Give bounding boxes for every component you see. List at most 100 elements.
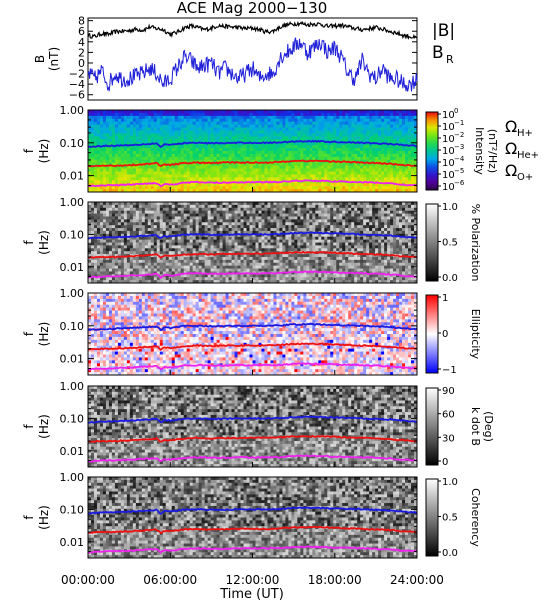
heat-cell xyxy=(144,177,149,181)
heat-cell xyxy=(123,271,128,275)
heat-cell xyxy=(243,210,247,214)
heat-cell xyxy=(396,189,400,192)
heat-cell xyxy=(375,186,379,190)
heat-cell xyxy=(165,177,170,181)
heat-cell xyxy=(138,115,143,120)
heat-cell xyxy=(231,162,235,167)
heat-cell xyxy=(126,186,131,190)
heat-cell xyxy=(396,112,400,117)
heat-cell xyxy=(360,148,364,152)
heat-cell xyxy=(126,202,131,206)
heat-cell xyxy=(396,159,400,164)
heat-cell xyxy=(153,259,158,264)
heat-cell xyxy=(135,277,140,281)
heat-cell xyxy=(333,145,337,149)
heat-cell xyxy=(150,268,155,272)
heat-cell xyxy=(129,228,134,232)
heat-cell xyxy=(327,121,331,126)
heat-cell xyxy=(135,280,140,283)
heat-cell xyxy=(180,245,185,249)
heat-cell xyxy=(228,118,232,123)
heat-cell xyxy=(207,259,212,264)
heat-cell xyxy=(261,174,265,178)
heat-cell xyxy=(150,210,155,214)
heat-cell xyxy=(270,148,274,152)
heat-cell xyxy=(147,136,152,140)
heat-cell xyxy=(351,162,355,167)
heat-cell xyxy=(252,177,256,181)
heat-cell xyxy=(285,110,289,114)
heat-cell xyxy=(138,256,143,261)
heat-cell xyxy=(339,110,343,114)
heat-cell xyxy=(255,245,259,249)
heat-cell xyxy=(192,186,197,190)
heat-cell xyxy=(342,127,346,131)
heat-cell xyxy=(111,236,116,240)
heat-cell xyxy=(390,177,394,181)
heat-cell xyxy=(273,127,277,131)
heat-cell xyxy=(204,236,209,240)
heat-cell xyxy=(414,153,417,158)
heat-cell xyxy=(303,133,307,137)
heat-cell xyxy=(189,222,194,226)
heat-cell xyxy=(165,236,170,240)
heat-cell xyxy=(102,118,107,123)
heat-cell xyxy=(228,121,232,126)
heat-cell xyxy=(183,171,188,175)
heat-cell xyxy=(405,124,409,128)
heat-cell xyxy=(219,245,223,249)
heat-cell xyxy=(339,168,343,172)
heat-cell xyxy=(294,186,298,190)
heat-cell xyxy=(243,277,247,281)
heat-cell xyxy=(99,259,104,264)
heat-cell xyxy=(96,248,101,252)
heat-cell xyxy=(303,124,307,128)
heat-cell xyxy=(201,124,206,128)
heat-cell xyxy=(372,186,376,190)
heat-cell xyxy=(123,174,128,178)
heat-cell xyxy=(321,127,325,131)
heat-cell xyxy=(405,112,409,117)
heat-cell xyxy=(171,239,176,243)
legend-omega-1: Ω xyxy=(505,139,517,158)
heat-cell xyxy=(246,130,250,134)
heat-cell xyxy=(102,139,107,143)
heat-cell xyxy=(135,189,140,192)
heat-cell xyxy=(120,222,125,226)
heat-cell xyxy=(153,262,158,267)
heat-cell xyxy=(162,213,167,217)
heat-cell xyxy=(207,228,212,232)
heat-cell xyxy=(345,142,349,146)
heat-cell xyxy=(93,259,98,264)
heat-cell xyxy=(138,168,143,172)
heat-cell xyxy=(213,248,218,252)
heat-cell xyxy=(408,171,412,175)
heat-cell xyxy=(93,251,98,255)
heat-cell xyxy=(351,142,355,146)
heat-cell xyxy=(177,202,182,206)
heat-cell xyxy=(213,133,218,137)
heat-cell xyxy=(366,118,370,123)
heat-cell xyxy=(129,186,134,190)
heat-cell xyxy=(168,225,173,229)
heat-cell xyxy=(144,271,149,275)
heat-cell xyxy=(324,180,328,184)
heat-cell xyxy=(159,204,164,209)
heat-cell xyxy=(234,165,238,169)
heat-cell xyxy=(339,153,343,158)
heat-cell xyxy=(108,204,113,209)
heat-cell xyxy=(117,233,122,238)
heat-cell xyxy=(147,177,152,181)
heat-cell xyxy=(219,127,223,131)
heat-cell xyxy=(195,265,200,269)
heat-cell xyxy=(192,233,197,238)
heat-cell xyxy=(159,112,164,117)
heat-cell xyxy=(222,124,226,128)
heat-cell xyxy=(108,186,113,190)
heat-cell xyxy=(174,219,179,223)
heat-cell xyxy=(255,265,259,269)
heat-cell xyxy=(141,225,146,229)
heat-cell xyxy=(258,133,262,137)
heat-cell xyxy=(357,174,361,178)
heat-cell xyxy=(213,180,218,184)
